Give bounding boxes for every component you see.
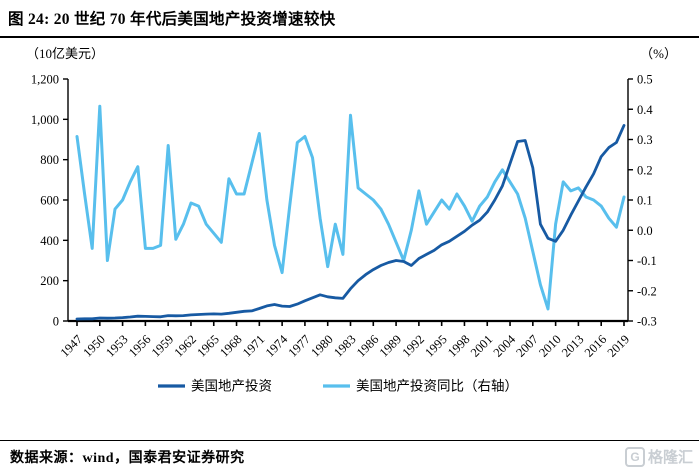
chart-area: （10亿美元） （%） 0 200 400 600 800 1,000 1,200 0.5 0.4 0… (0, 38, 699, 400)
left-axis-tick-label: 400 (40, 234, 59, 248)
left-axis-tick-label: 800 (40, 153, 59, 167)
series-line-1 (75, 104, 626, 311)
footer: 数据来源：wind，国泰君安证券研究 G 格隆汇 (0, 441, 699, 474)
left-axis-tick-label: 200 (40, 274, 59, 288)
left-axis-tick-label: 600 (40, 194, 59, 208)
gelonghui-logo-text: 格隆汇 (647, 449, 693, 466)
x-axis-tick-label: 1968 (217, 332, 245, 360)
right-axis-tick-label: -0.2 (637, 284, 657, 298)
right-axis-tick-label: 0.4 (637, 103, 653, 117)
right-axis-tick-label: 0.5 (637, 73, 653, 87)
x-axis-tick-label: 1953 (103, 332, 131, 360)
right-axis-tick-label: -0.1 (637, 254, 657, 268)
right-axis-tick-label: 0.3 (637, 133, 653, 147)
x-axis-tick-label: 1971 (240, 332, 268, 360)
data-source: 数据来源：wind，国泰君安证券研究 (10, 450, 245, 466)
right-axis-tick-label: -0.3 (637, 315, 657, 329)
x-axis-tick-label: 1989 (377, 332, 405, 360)
x-axis-tick-label: 1986 (354, 332, 382, 360)
x-axis-tick-label: 1962 (172, 332, 200, 360)
right-axis-tick-label: 0.2 (637, 163, 653, 177)
left-axis-unit-label: （10亿美元） (26, 46, 104, 61)
x-axis-tick-label: 2019 (605, 332, 633, 360)
x-axis-tick-label: 2016 (582, 332, 610, 360)
left-axis-tick-label: 0 (53, 315, 59, 329)
x-axis-tick-label: 1998 (445, 332, 473, 360)
left-axis-tick-label: 1,200 (31, 73, 59, 87)
x-axis-tick-label: 1959 (149, 332, 177, 360)
right-axis-unit-label: （%） (640, 46, 677, 61)
x-axis-tick-label: 2010 (536, 332, 564, 360)
x-axis-tick-label: 1980 (308, 332, 336, 360)
gelonghui-logo-icon: G (624, 446, 645, 467)
x-axis-tick-label: 1992 (399, 332, 427, 360)
chart-canvas: （10亿美元） （%） 0 200 400 600 800 1,000 1,200 0.5 0.4 0… (26, 46, 677, 394)
figure-title: 图 24: 20 世纪 70 年代后美国地产投资增速较快 (8, 11, 336, 28)
x-axis-tick-label: 1965 (194, 332, 222, 360)
x-axis-tick-label: 1950 (80, 332, 108, 360)
x-axis-tick-label: 1977 (285, 332, 313, 360)
title-divider (0, 36, 699, 38)
gelonghui-logo: G 格隆汇 (624, 446, 693, 467)
x-axis-tick-label: 1947 (58, 332, 86, 360)
x-axis-tick-label: 1974 (263, 332, 291, 360)
x-axis-tick-label: 1983 (331, 332, 359, 360)
x-axis-tick-label: 1956 (126, 332, 154, 360)
right-axis-tick-label: 0.0 (637, 224, 653, 238)
legend-label-0: 美国地产投资 (191, 379, 272, 394)
x-axis-tick-label: 1995 (422, 332, 450, 360)
right-axis-tick-label: 0.1 (637, 194, 653, 208)
x-axis-tick-label: 2013 (559, 332, 587, 360)
x-axis-tick-label: 2001 (468, 332, 496, 360)
x-axis-tick-label: 2004 (491, 332, 519, 360)
left-axis-tick-label: 1,000 (31, 113, 59, 127)
footer-divider (0, 440, 699, 441)
series-line-0 (75, 124, 626, 321)
legend-label-1: 美国地产投资同比（右轴） (356, 379, 518, 394)
x-axis-tick-label: 2007 (513, 332, 541, 360)
